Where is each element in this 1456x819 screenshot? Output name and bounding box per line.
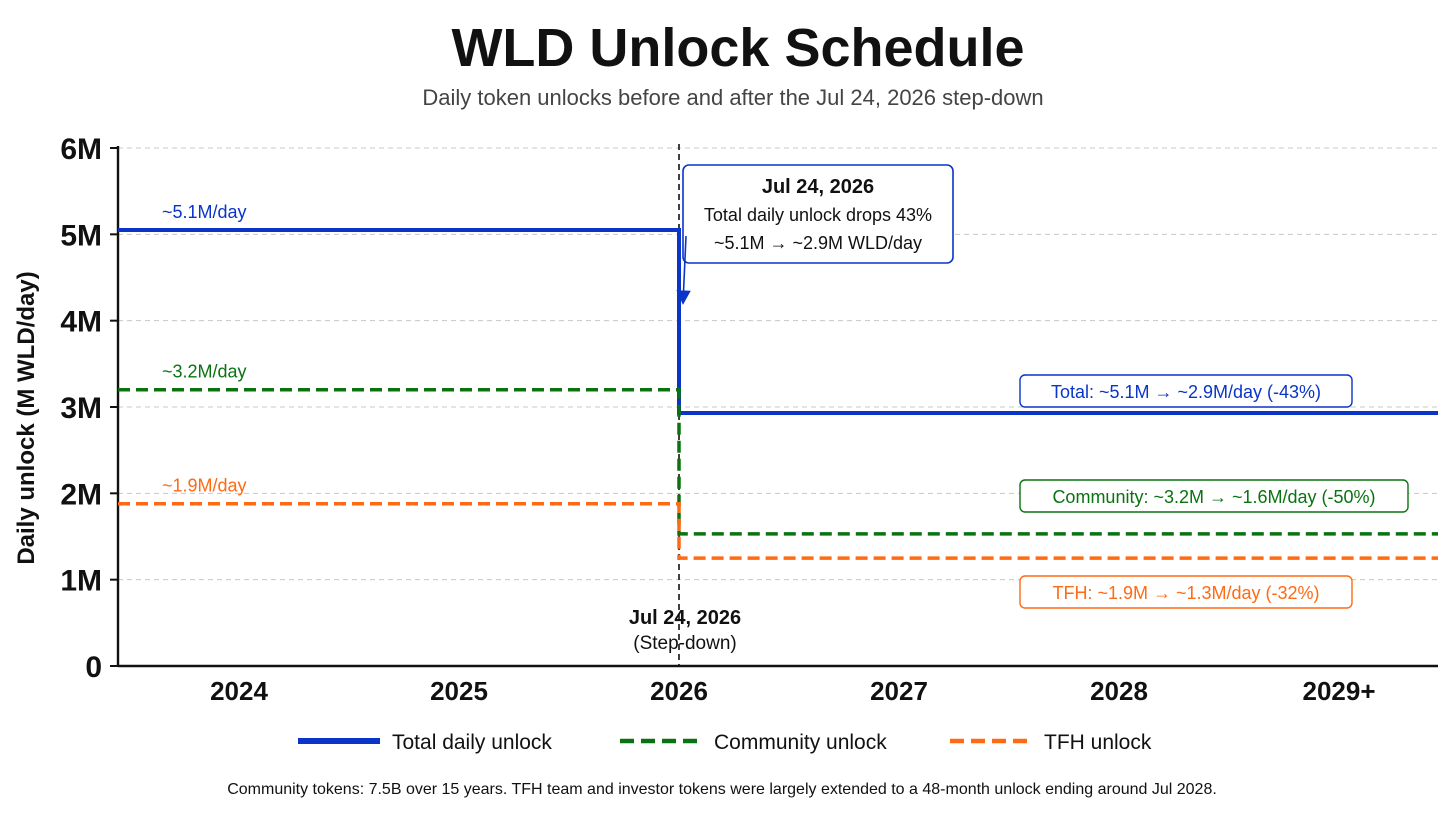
series-lines bbox=[118, 228, 1438, 560]
series-end-label-box bbox=[1019, 479, 1409, 513]
y-tick-label: 6M bbox=[60, 133, 102, 166]
y-tick-label: 5M bbox=[60, 219, 102, 252]
series-end-label: Total: ~5.1M → ~2.9M/day (-43%) bbox=[1051, 382, 1321, 402]
y-tick-label: 3M bbox=[60, 392, 102, 425]
end-labels: Total: ~5.1M → ~2.9M/day (-43%) Community… bbox=[1019, 374, 1409, 609]
annotation-callout: Jul 24, 2026 Total daily unlock drops 43… bbox=[676, 164, 954, 305]
series-start-label: ~3.2M/day bbox=[162, 362, 247, 382]
y-tick-label: 0 bbox=[85, 651, 102, 684]
step-down-date-label: Jul 24, 2026 bbox=[629, 607, 741, 629]
legend-entry-label: TFH unlock bbox=[1044, 731, 1152, 754]
series-end-label-box bbox=[1019, 575, 1353, 609]
x-tick-label: 2029+ bbox=[1302, 676, 1375, 706]
step-down-caption-label: (Step-down) bbox=[633, 633, 737, 654]
series-line bbox=[118, 228, 1438, 415]
annotation-line-2: ~5.1M → ~2.9M WLD/day bbox=[714, 233, 922, 253]
series-line bbox=[118, 387, 1438, 536]
annotation-line-1: Total daily unlock drops 43% bbox=[704, 205, 932, 225]
annotation-arrow bbox=[676, 235, 691, 305]
chart-subtitle: Daily token unlocks before and after the… bbox=[422, 85, 1043, 110]
y-tick-label: 2M bbox=[60, 478, 102, 511]
annotation-title: Jul 24, 2026 bbox=[762, 176, 874, 198]
y-axis-ticks: 0 1M 2M 3M 4M 5M 6M bbox=[60, 133, 118, 684]
start-labels: ~5.1M/day ~3.2M/day ~1.9M/day bbox=[162, 202, 247, 496]
series-line bbox=[118, 501, 1438, 560]
x-axis-ticks: 2024 2025 2026 2027 2028 2029+ bbox=[210, 676, 1375, 706]
series-end-label: Community: ~3.2M → ~1.6M/day (-50%) bbox=[1052, 487, 1375, 507]
y-tick-label: 1M bbox=[60, 565, 102, 598]
x-tick-label: 2024 bbox=[210, 676, 268, 706]
y-tick-label: 4M bbox=[60, 306, 102, 339]
legend-entry-label: Total daily unlock bbox=[392, 731, 552, 754]
y-axis-label: Daily unlock (M WLD/day) bbox=[13, 271, 40, 564]
chart-title: WLD Unlock Schedule bbox=[451, 18, 1024, 78]
legend-entry-label: Community unlock bbox=[714, 731, 887, 754]
x-tick-label: 2025 bbox=[430, 676, 488, 706]
x-tick-label: 2028 bbox=[1090, 676, 1148, 706]
footnote: Community tokens: 7.5B over 15 years. TF… bbox=[227, 781, 1217, 798]
x-tick-label: 2026 bbox=[650, 676, 708, 706]
series-start-label: ~1.9M/day bbox=[162, 476, 247, 496]
series-end-label: TFH: ~1.9M → ~1.3M/day (-32%) bbox=[1052, 583, 1319, 603]
series-start-label: ~5.1M/day bbox=[162, 202, 247, 222]
legend: Total daily unlock Community unlock TFH un… bbox=[298, 731, 1152, 754]
series-end-label-box bbox=[1019, 374, 1353, 408]
x-tick-label: 2027 bbox=[870, 676, 928, 706]
annotation-box bbox=[682, 164, 954, 264]
